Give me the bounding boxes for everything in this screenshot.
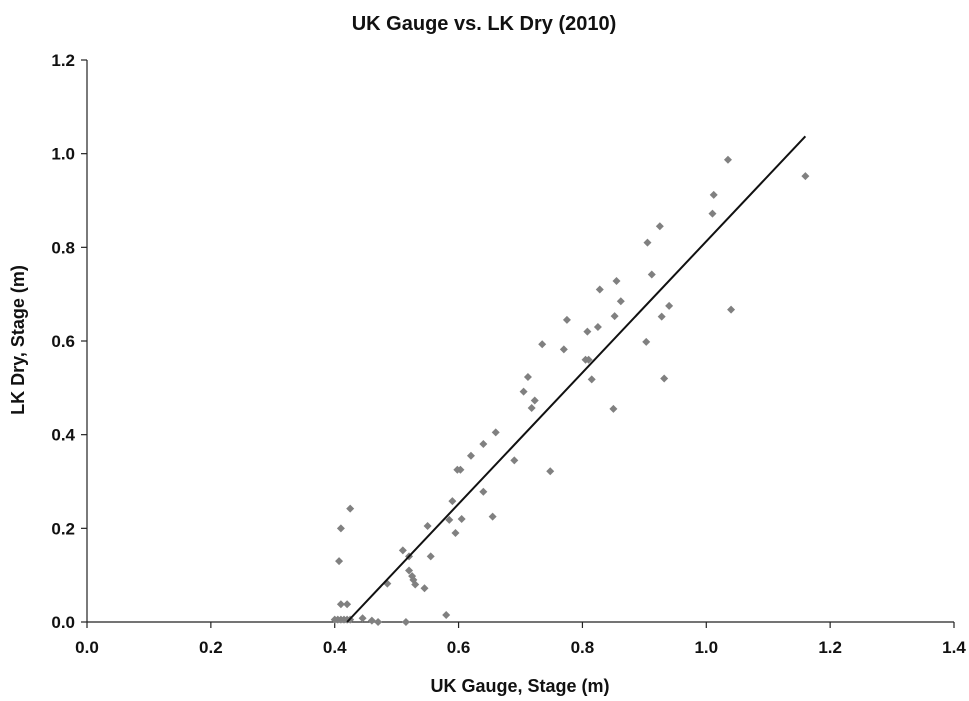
data-point <box>399 546 407 554</box>
data-point <box>479 488 487 496</box>
y-tick-label: 0.4 <box>51 426 75 445</box>
trendline <box>347 136 805 622</box>
data-point <box>492 428 500 436</box>
y-tick-label: 0.2 <box>51 519 75 538</box>
x-tick-label: 0.6 <box>447 638 471 657</box>
data-point <box>467 452 475 460</box>
chart-title: UK Gauge vs. LK Dry (2010) <box>352 13 617 35</box>
data-point <box>528 404 536 412</box>
data-point <box>611 312 619 320</box>
data-point <box>343 600 351 608</box>
x-tick-label: 0.2 <box>199 638 223 657</box>
data-point <box>617 297 625 305</box>
x-tick-label: 1.2 <box>818 638 842 657</box>
data-point <box>424 522 432 530</box>
data-point <box>660 374 668 382</box>
data-point <box>656 222 664 230</box>
y-axis-label: LK Dry, Stage (m) <box>8 265 28 415</box>
data-point <box>609 405 617 413</box>
data-point <box>643 239 651 247</box>
y-tick-label: 1.2 <box>51 51 75 70</box>
data-point <box>374 618 382 626</box>
y-tick-label: 0.8 <box>51 238 75 257</box>
data-point <box>479 440 487 448</box>
x-tick-label: 1.4 <box>942 638 966 657</box>
data-point <box>427 552 435 560</box>
x-axis-ticks: 0.0 0.2 0.4 0.6 0.8 1.0 1.2 1.4 <box>75 622 966 657</box>
data-point <box>588 375 596 383</box>
x-tick-label: 0.8 <box>571 638 595 657</box>
data-point <box>594 323 602 331</box>
data-point <box>359 614 367 622</box>
y-tick-label: 0.0 <box>51 613 75 632</box>
data-point <box>520 388 528 396</box>
data-point <box>708 210 716 218</box>
data-point <box>451 529 459 537</box>
data-point <box>596 285 604 293</box>
data-point <box>665 302 673 310</box>
x-tick-label: 0.4 <box>323 638 347 657</box>
data-point <box>642 338 650 346</box>
data-point <box>612 277 620 285</box>
y-axis-ticks: 0.0 0.2 0.4 0.6 0.8 1.0 1.2 <box>51 51 87 632</box>
data-point <box>531 396 539 404</box>
data-point <box>489 513 497 521</box>
data-point <box>510 456 518 464</box>
x-tick-label: 0.0 <box>75 638 99 657</box>
data-point <box>727 306 735 314</box>
data-point <box>448 497 456 505</box>
plot-area: 0.0 0.2 0.4 0.6 0.8 1.0 1.2 1.4 0.0 0.2 0.4 0.6 0.8… <box>51 51 966 657</box>
data-point <box>402 618 410 626</box>
data-points <box>331 156 810 626</box>
data-point <box>801 172 809 180</box>
data-point <box>538 340 546 348</box>
data-point <box>368 617 376 625</box>
data-point <box>337 524 345 532</box>
y-tick-label: 1.0 <box>51 145 75 164</box>
data-point <box>524 373 532 381</box>
data-point <box>583 328 591 336</box>
data-point <box>724 156 732 164</box>
data-point <box>458 515 466 523</box>
data-point <box>560 345 568 353</box>
data-point <box>710 191 718 199</box>
y-tick-label: 0.6 <box>51 332 75 351</box>
data-point <box>346 505 354 513</box>
x-axis-label: UK Gauge, Stage (m) <box>430 676 609 696</box>
data-point <box>335 557 343 565</box>
data-point <box>442 611 450 619</box>
data-point <box>658 313 666 321</box>
x-tick-label: 1.0 <box>694 638 718 657</box>
data-point <box>648 270 656 278</box>
data-point <box>546 467 554 475</box>
data-point <box>421 584 429 592</box>
data-point <box>563 316 571 324</box>
